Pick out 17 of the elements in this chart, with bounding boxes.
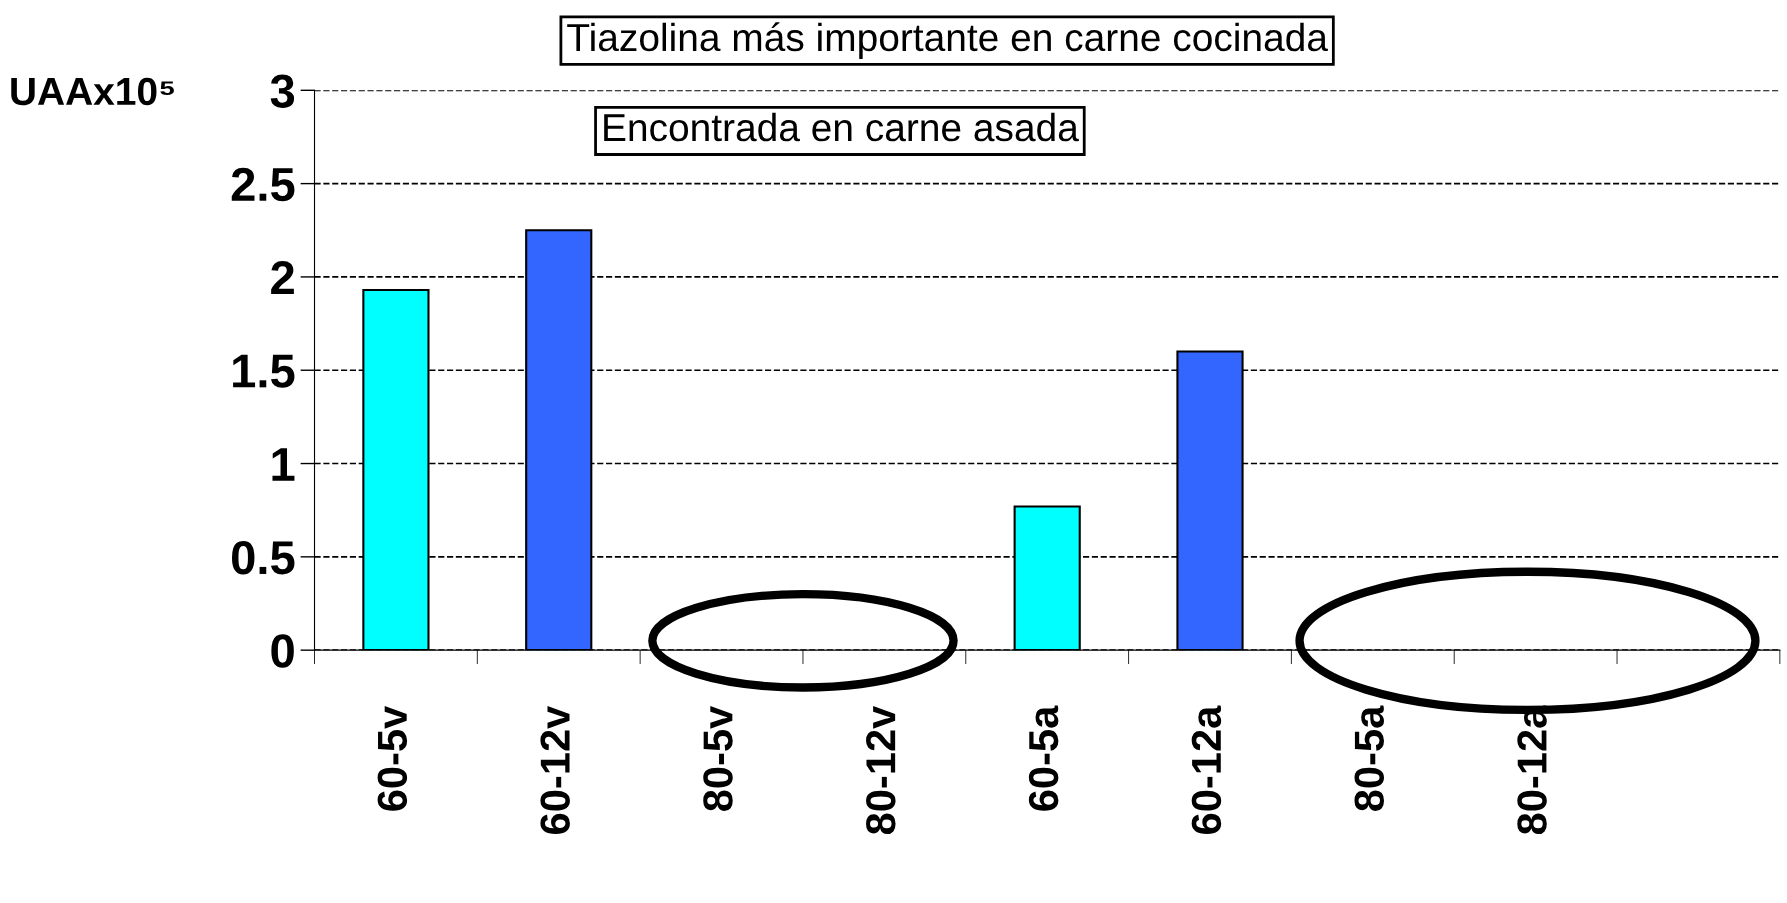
x-tick-label: 60-12v [540, 705, 570, 834]
x-tick-label: 60-5v [377, 705, 408, 811]
y-tick-label: 0 [271, 634, 294, 668]
x-tick-label: 60-12a [1191, 705, 1222, 834]
y-tick-label: 0.5 [231, 540, 295, 575]
x-tick-label: 80-5a [1354, 705, 1384, 811]
y-tick-label: 3 [270, 74, 295, 108]
chart-title: Tiazolina más importante en carne cocinada [567, 22, 1328, 59]
x-tick-label: 60-5a [1028, 705, 1059, 811]
x-tick-label: 80-12v [866, 705, 896, 835]
y-tick-label: 2.5 [231, 167, 295, 202]
y-tick-label: 2 [271, 261, 294, 295]
x-tick-label: 80-5v [703, 705, 733, 811]
y-tick-label: 1 [272, 448, 295, 481]
y-tick-label: 1.5 [233, 354, 295, 388]
annotation: Encontrada en carne asada [604, 112, 1079, 142]
y-axis-title: UAAx10⁵ [11, 77, 174, 106]
